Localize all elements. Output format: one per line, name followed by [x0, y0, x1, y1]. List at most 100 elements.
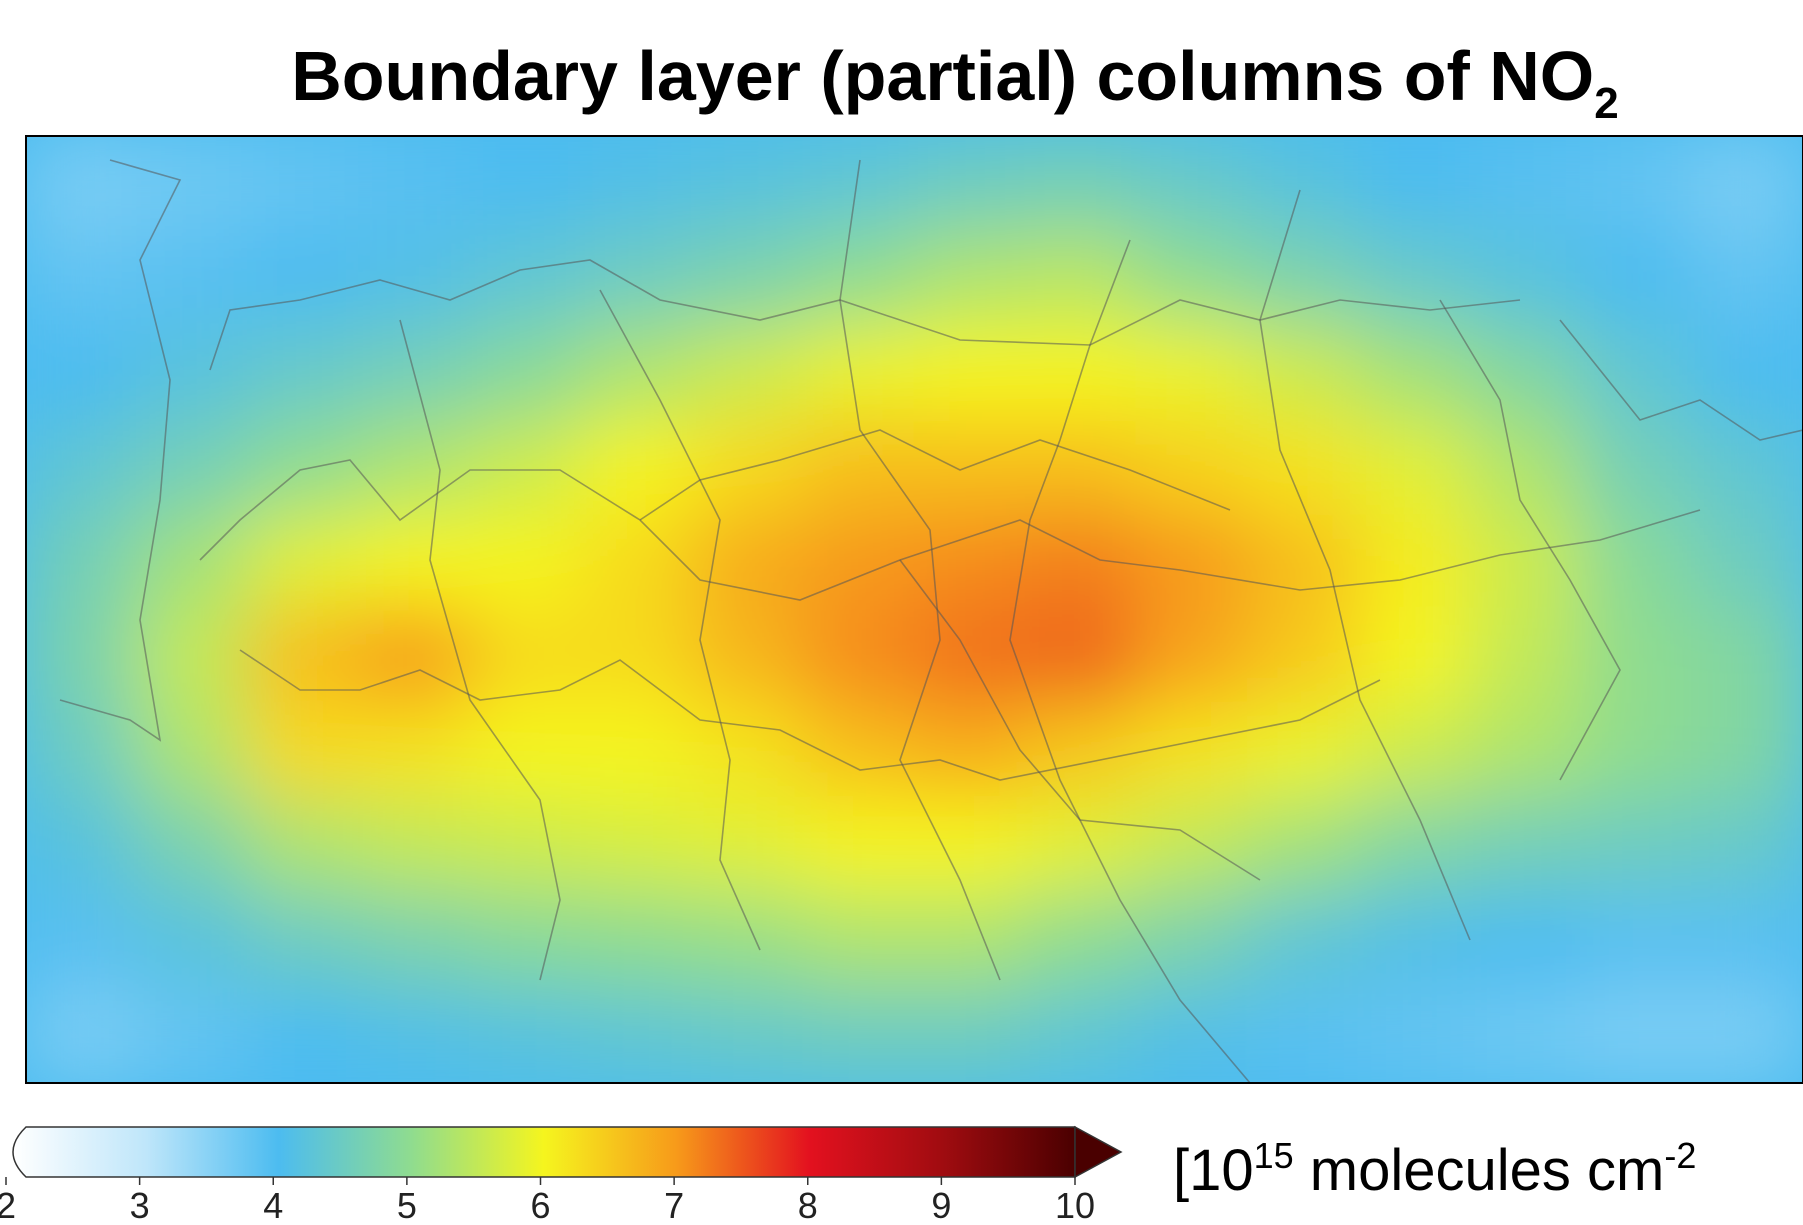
heatmap-cell: [1025, 893, 1138, 990]
heatmap-cell: [1136, 893, 1249, 990]
heatmap-cell: [469, 419, 582, 516]
heatmap-cell: [1247, 893, 1360, 990]
heatmap-cell: [1025, 135, 1138, 232]
heatmap-cell: [1358, 703, 1471, 800]
heatmap-cell: [580, 987, 693, 1084]
heatmap-cell: [358, 230, 471, 327]
heatmap-cell: [802, 135, 915, 232]
heatmap-cell: [802, 987, 915, 1084]
heatmap-cell: [25, 514, 138, 611]
colorbar-body: [13, 1127, 1075, 1177]
heatmap-cell: [358, 419, 471, 516]
heatmap-cell: [247, 135, 360, 232]
heatmap-cell: [358, 798, 471, 895]
heatmap-cell: [1580, 609, 1693, 706]
heatmap-cell: [1691, 609, 1803, 706]
heatmap-cell: [469, 324, 582, 421]
heatmap-cell: [247, 324, 360, 421]
heatmap-cell: [1025, 230, 1138, 327]
heatmap-cell: [1691, 324, 1803, 421]
heatmap-cell: [25, 893, 138, 990]
heatmap-cell: [247, 798, 360, 895]
colorbar-label-text: molecules cm: [1294, 1138, 1665, 1203]
heatmap-cell: [580, 798, 693, 895]
heatmap-cell: [25, 609, 138, 706]
heatmap-cells: [25, 135, 1803, 1084]
heatmap-cell: [25, 324, 138, 421]
heatmap-cell: [1580, 987, 1693, 1084]
chart: Boundary layer (partial) columns of NO2 …: [0, 0, 1803, 1225]
heatmap-cell: [1247, 987, 1360, 1084]
heatmap-cell: [580, 230, 693, 327]
heatmap-cell: [1358, 419, 1471, 516]
heatmap-cell: [580, 514, 693, 611]
heatmap-cell: [1247, 135, 1360, 232]
heatmap-cell: [1469, 987, 1582, 1084]
colorbar-extension: [1075, 1127, 1121, 1177]
heatmap-cell: [1358, 798, 1471, 895]
heatmap-cell: [1580, 798, 1693, 895]
heatmap-cell: [1025, 798, 1138, 895]
heatmap-cell: [247, 893, 360, 990]
heatmap-cell: [247, 514, 360, 611]
page: Boundary layer (partial) columns of NO2 …: [0, 0, 1803, 1225]
heatmap-cell: [1580, 419, 1693, 516]
heatmap-cell: [914, 703, 1027, 800]
heatmap-cell: [1691, 893, 1803, 990]
heatmap-cell: [1469, 798, 1582, 895]
heatmap-cell: [25, 987, 138, 1084]
heatmap-cell: [469, 609, 582, 706]
heatmap-cell: [1691, 987, 1803, 1084]
heatmap-cell: [1358, 230, 1471, 327]
heatmap-cell: [914, 230, 1027, 327]
heatmap-cell: [1025, 703, 1138, 800]
heatmap-cell: [358, 609, 471, 706]
heatmap-cell: [1691, 703, 1803, 800]
heatmap-cell: [1469, 514, 1582, 611]
heatmap-cell: [1580, 230, 1693, 327]
heatmap-cell: [247, 987, 360, 1084]
heatmap-cell: [1469, 609, 1582, 706]
heatmap-cell: [136, 987, 249, 1084]
colorbar-label-text: [10: [1173, 1138, 1254, 1203]
heatmap-cell: [358, 893, 471, 990]
chart-title: Boundary layer (partial) columns of NO2: [291, 37, 1618, 128]
colorbar-label: [1015 molecules cm-2: [1173, 1135, 1696, 1203]
colorbar-tick-label: 2: [0, 1185, 16, 1225]
heatmap-cell: [1358, 987, 1471, 1084]
heatmap-cell: [580, 703, 693, 800]
heatmap-cell: [1136, 324, 1249, 421]
heatmap-cell: [1691, 135, 1803, 232]
heatmap-cell: [25, 419, 138, 516]
heatmap-cell: [1247, 419, 1360, 516]
heatmap-cell: [1136, 609, 1249, 706]
heatmap-cell: [691, 987, 804, 1084]
heatmap-cell: [914, 514, 1027, 611]
heatmap-cell: [358, 703, 471, 800]
heatmap-cell: [580, 135, 693, 232]
heatmap-cell: [1136, 798, 1249, 895]
heatmap-cell: [1469, 324, 1582, 421]
heatmap-cell: [914, 987, 1027, 1084]
heatmap-cell: [802, 609, 915, 706]
heatmap-cell: [1025, 987, 1138, 1084]
heatmap-cell: [1136, 514, 1249, 611]
heatmap-cell: [691, 324, 804, 421]
heatmap-cell: [580, 893, 693, 990]
colorbar-label-superscript: 15: [1254, 1135, 1294, 1176]
heatmap-cell: [691, 798, 804, 895]
colorbar-tick-label: 10: [1055, 1185, 1095, 1225]
heatmap-cell: [1580, 324, 1693, 421]
heatmap-cell: [914, 419, 1027, 516]
heatmap-cell: [1136, 703, 1249, 800]
heatmap-cell: [136, 324, 249, 421]
heatmap-cell: [1247, 230, 1360, 327]
heatmap-cell: [25, 230, 138, 327]
heatmap-cell: [691, 135, 804, 232]
heatmap-cell: [25, 798, 138, 895]
heatmap-cell: [1358, 514, 1471, 611]
colorbar-tick-label: 8: [798, 1185, 818, 1225]
heatmap-cell: [136, 609, 249, 706]
colorbar-tick-label: 9: [931, 1185, 951, 1225]
heatmap-cell: [247, 419, 360, 516]
